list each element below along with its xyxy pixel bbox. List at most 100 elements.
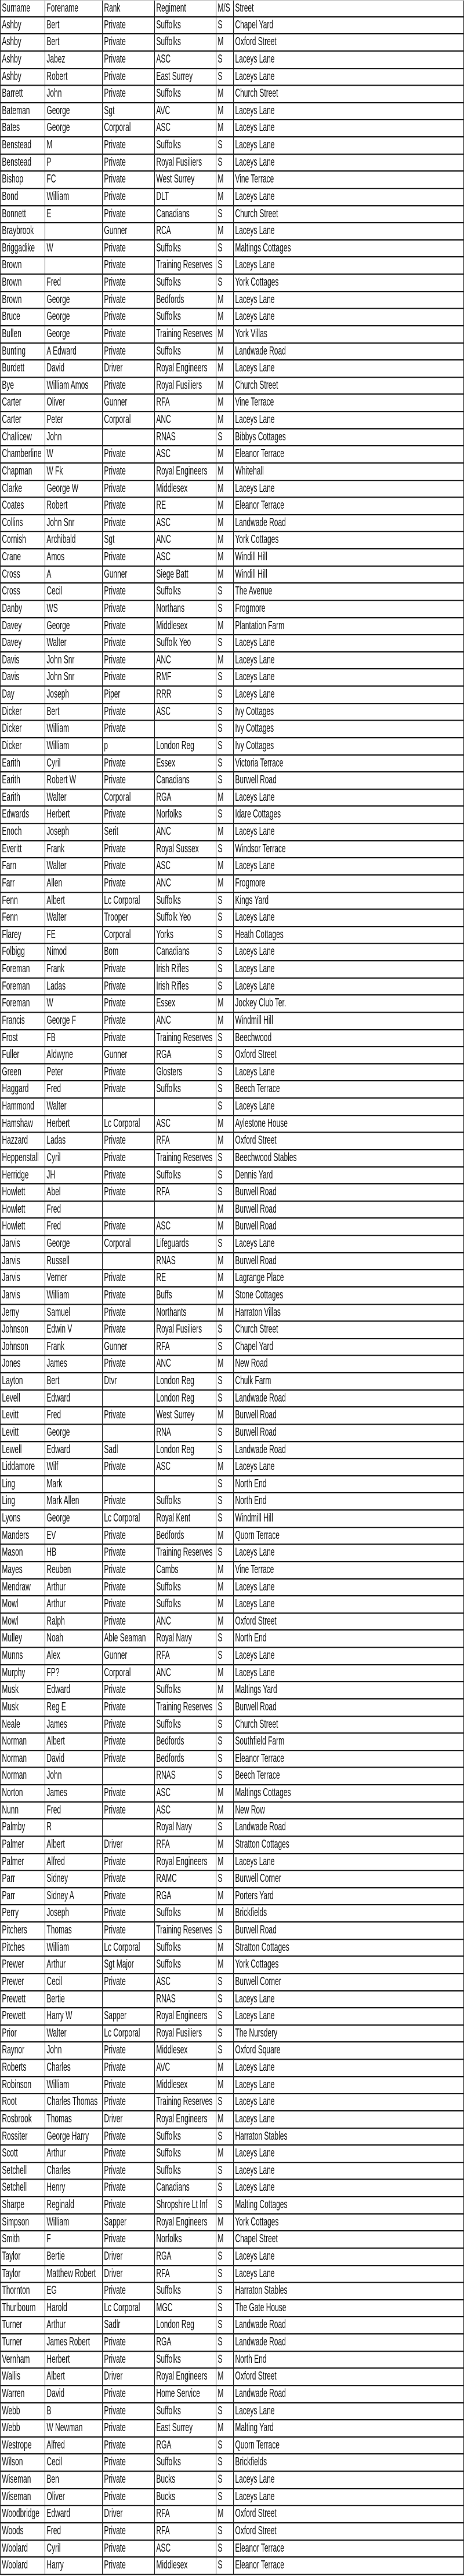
cell-regiment: ASC	[155, 446, 216, 462]
forename-text: Verner	[46, 1271, 67, 1285]
regiment-text: Regiment	[156, 2, 186, 14]
cell-marital-status: S	[216, 892, 234, 909]
regiment-text: ASC	[156, 1220, 171, 1233]
cell-surname: Earith	[1, 789, 45, 806]
regiment-text: ASC	[156, 121, 171, 134]
cell-street: Laceys Lane	[234, 51, 464, 68]
cell-forename: George	[45, 326, 103, 342]
table-row: Manders EV Private Bedfords M Quorn Terrace	[1, 1527, 464, 1545]
forename-text: Arthur	[46, 1580, 66, 1593]
rank-text: Private	[104, 2078, 126, 2091]
cell-surname: Prewett	[1, 2008, 45, 2024]
cell-marital-status: S	[216, 2197, 234, 2213]
cell-street: Burwell Road	[234, 1922, 464, 1939]
table-row: Bullen George Private Training Reserves M Yor…	[1, 326, 464, 344]
cell-surname: Challicew	[1, 429, 45, 446]
rank-text: Private	[104, 2490, 126, 2503]
forename-text: Walter	[46, 636, 67, 650]
cell-marital-status: M	[216, 532, 234, 548]
cell-regiment: ANC	[155, 1665, 216, 1681]
street-text: Church Street	[235, 1323, 278, 1336]
rank-text: Driver	[104, 2112, 123, 2125]
street-text: Victoria Terrace	[235, 756, 284, 769]
cell-regiment: ANC	[155, 1012, 216, 1029]
surname-text: Simpson	[2, 2215, 30, 2228]
cell-rank: Private	[103, 669, 155, 685]
cell-surname: Norman	[1, 1768, 45, 1784]
cell-rank: Private	[103, 1493, 155, 1509]
marital-status-text: S	[217, 2541, 223, 2555]
cell-regiment: Suffolks	[155, 1957, 216, 1973]
marital-status-text: M	[217, 1116, 224, 1130]
table-row: Nunn Fred Private ASC M New Row	[1, 1802, 464, 1820]
cell-surname: Prior	[1, 2025, 45, 2042]
cell-forename: Walter	[45, 910, 103, 926]
regiment-text: ASC	[156, 52, 171, 65]
cell-marital-status: M	[216, 1888, 234, 1904]
cell-surname: Day	[1, 687, 45, 703]
cell-surname: Mendraw	[1, 1579, 45, 1596]
cell-surname: Herridge	[1, 1167, 45, 1184]
surname-text: Sharpe	[2, 2198, 25, 2211]
table-row: Foreman Ladas Private Irish Rifles S Laceys L…	[1, 978, 464, 996]
rank-text: Driver	[104, 1837, 123, 1851]
cell-forename: Cecil	[45, 1973, 103, 1990]
forename-text: George	[46, 104, 70, 117]
cell-surname: Lyons	[1, 1510, 45, 1527]
surname-text: Norman	[2, 1752, 27, 1765]
rank-text: Serit	[104, 825, 119, 838]
rank-text: Private	[104, 2163, 126, 2177]
regiment-text: Royal Sussex	[156, 842, 199, 855]
cell-marital-status: S	[216, 635, 234, 651]
header-row: Surname Forename Rank Regiment M/S Street	[1, 0, 464, 17]
table-row: Bunting A Edward Private Suffolks M Landwade …	[1, 343, 464, 361]
cell-surname: Everitt	[1, 841, 45, 858]
cell-regiment: Suffolk Yeo	[155, 910, 216, 926]
table-row: Bruce George Private Suffolks M Laceys Lane	[1, 309, 464, 326]
marital-status-text: M	[217, 653, 224, 666]
cell-marital-status: S	[216, 17, 234, 34]
table-row: Earith Robert W Private Canadians S Burwell R…	[1, 772, 464, 790]
cell-forename: Herbert	[45, 807, 103, 823]
street-text: North End	[235, 2352, 267, 2366]
rank-text: Private	[104, 2352, 126, 2366]
forename-text: Charles	[46, 2061, 71, 2074]
marital-status-text: M	[217, 567, 224, 581]
cell-forename: FC	[45, 172, 103, 188]
rank-text: Private	[104, 87, 126, 100]
cell-forename: FE	[45, 926, 103, 943]
cell-rank: Private	[103, 652, 155, 669]
rank-text: Driver	[104, 2267, 123, 2280]
marital-status-text: S	[217, 2352, 223, 2366]
cell-marital-status: S	[216, 1099, 234, 1115]
table-row: Benstead M Private Suffolks S Laceys Lane	[1, 137, 464, 155]
forename-text: Fred	[46, 276, 61, 289]
surname-text: Robinson	[2, 2078, 32, 2091]
cell-forename: John Snr	[45, 669, 103, 685]
cell-marital-status: S	[216, 1510, 234, 1527]
marital-status-text: S	[217, 1237, 223, 1250]
rank-text: Piper	[104, 688, 121, 700]
table-row: Neale James Private Suffolks S Church Street	[1, 1716, 464, 1734]
surname-text: Parr	[2, 1872, 16, 1885]
cell-street: Vine Terrace	[234, 395, 464, 411]
regiment-text: Royal Engineers	[156, 1855, 208, 1868]
surname-text: Pitchers	[2, 1924, 27, 1936]
street-text: The Nursdery	[235, 2026, 278, 2039]
regiment-text: Shropshire Lt Inf	[156, 2198, 208, 2211]
forename-text: Cecil	[46, 585, 63, 598]
rank-text: Private	[104, 516, 126, 529]
cell-forename: W Fk	[45, 463, 103, 480]
cell-forename: Walter	[45, 635, 103, 651]
cell-forename: John	[45, 86, 103, 102]
cell-street: Burwell Corner	[234, 1973, 464, 1990]
marital-status-text: S	[217, 1151, 223, 1164]
surname-text: Ling	[2, 1477, 16, 1490]
cell-regiment: Royal Engineers	[155, 463, 216, 480]
cell-surname: Nunn	[1, 1802, 45, 1819]
marital-status-text: M	[217, 121, 224, 134]
marital-status-text: S	[217, 911, 223, 924]
rank-text: Trooper	[104, 911, 128, 924]
cell-regiment: Northans	[155, 600, 216, 617]
cell-rank: Private	[103, 1561, 155, 1578]
